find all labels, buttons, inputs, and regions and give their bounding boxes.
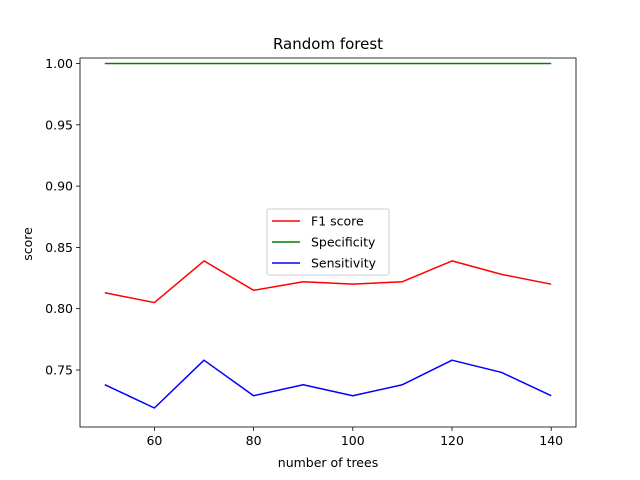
plot-area: 60 80 100 120 140 0.75 0.80 0.85 0.90 0.95 1.00: [45, 56, 577, 448]
x-tick-label-0: 60: [146, 433, 162, 448]
y-tick-label-4: 0.95: [45, 117, 73, 132]
plot-frame: [79, 57, 577, 428]
legend-label-2: Sensitivity: [311, 256, 377, 271]
y-tick-label-2: 0.85: [45, 240, 73, 255]
y-tick-label-3: 0.90: [45, 179, 73, 194]
y-axis-label: score: [20, 227, 35, 261]
legend: F1 score Specificity Sensitivity: [266, 208, 390, 276]
legend-label-1: Specificity: [311, 235, 376, 250]
x-tick-label-4: 140: [539, 433, 563, 448]
x-tick-label-3: 120: [440, 433, 464, 448]
y-tick-label-1: 0.80: [45, 301, 73, 316]
series-line-0: [104, 260, 552, 304]
y-tick-label-0: 0.75: [45, 362, 73, 377]
x-tick-label-2: 100: [341, 433, 365, 448]
chart-title: Random forest: [273, 35, 383, 53]
legend-label-0: F1 score: [311, 214, 364, 229]
series-line-2: [104, 359, 552, 409]
legend-box: [266, 208, 390, 276]
x-axis-label: number of trees: [278, 455, 378, 470]
y-tick-label-5: 1.00: [45, 56, 73, 71]
x-tick-label-1: 80: [246, 433, 262, 448]
